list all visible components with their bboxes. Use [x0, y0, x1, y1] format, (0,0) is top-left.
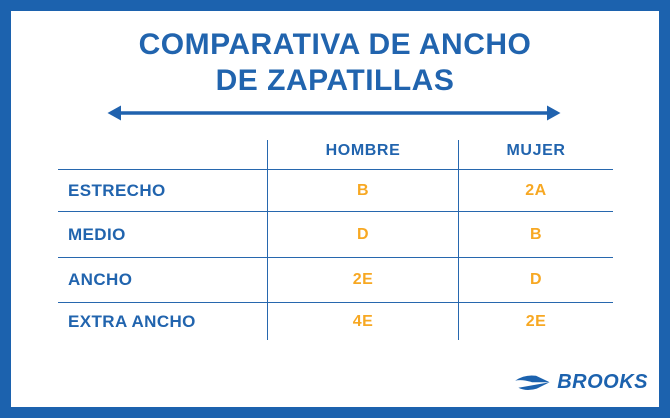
row-label-extra-ancho: EXTRA ANCHO	[68, 311, 196, 331]
brooks-chevron-icon	[515, 374, 550, 390]
cell-estrecho-mujer: 2A	[458, 170, 613, 212]
page-title: COMPARATIVA DE ANCHO DE ZAPATILLAS	[11, 27, 659, 99]
cell-ancho-mujer: D	[458, 258, 613, 303]
row-label-estrecho: ESTRECHO	[58, 170, 267, 212]
row-label-ancho: ANCHO	[58, 258, 267, 303]
cell-ancho-hombre: 2E	[267, 258, 458, 303]
row-label-medio: MEDIO	[58, 212, 267, 258]
brooks-wordmark: BROOKS	[557, 371, 648, 393]
column-header-mujer: MUJER	[458, 140, 613, 170]
double-headed-arrow-icon	[107, 105, 561, 121]
width-comparison-table: HOMBRE MUJER ESTRECHO B 2A MEDIO D B ANC…	[58, 140, 613, 340]
table-corner-cell	[58, 140, 267, 170]
cell-extra-ancho-mujer: 2E	[458, 303, 613, 340]
cell-estrecho-hombre: B	[267, 170, 458, 212]
cell-medio-hombre: D	[267, 212, 458, 258]
page-title-line1: COMPARATIVA DE ANCHO	[138, 28, 532, 61]
page-title-line2: DE ZAPATILLAS	[215, 64, 455, 97]
column-header-hombre: HOMBRE	[267, 140, 458, 170]
cell-medio-mujer: B	[458, 212, 613, 258]
brooks-logo: BROOKS	[512, 371, 648, 394]
cell-extra-ancho-hombre: 4E	[267, 303, 458, 340]
